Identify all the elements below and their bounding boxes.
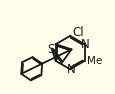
Text: S: S [47, 43, 55, 56]
Text: N: N [80, 38, 89, 51]
Text: Me: Me [86, 56, 101, 66]
Text: N: N [66, 63, 75, 76]
Text: Cl: Cl [71, 26, 83, 39]
